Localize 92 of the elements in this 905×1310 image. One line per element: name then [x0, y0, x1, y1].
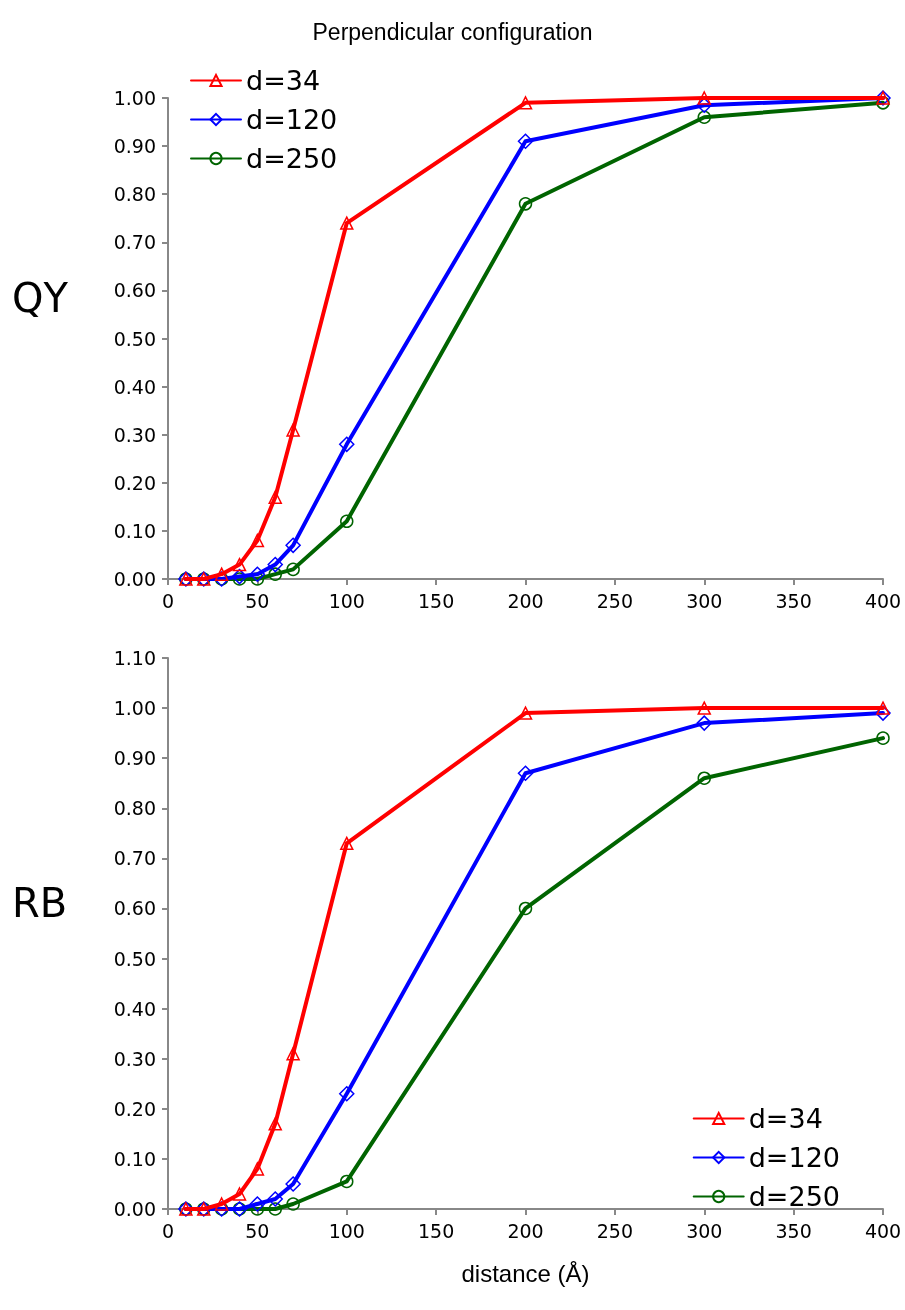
point	[232, 557, 247, 572]
point	[232, 1187, 247, 1201]
x-tick-label: 300	[686, 1219, 723, 1242]
y-tick-label: 0.70	[113, 847, 156, 870]
x-tick-label: 250	[596, 1219, 634, 1242]
y-axis-title: RB	[12, 880, 68, 926]
x-tick-label: 100	[328, 589, 365, 612]
point	[286, 1046, 300, 1061]
x-tick-label: 350	[775, 589, 812, 612]
y-tick-label: 0.00	[113, 568, 156, 590]
y-tick-label: 0.80	[113, 183, 156, 206]
point	[697, 771, 711, 785]
point	[286, 423, 300, 437]
point	[285, 537, 301, 554]
y-tick-label: 0.40	[113, 997, 156, 1020]
y-tick-label: 0.60	[113, 279, 156, 302]
x-tick-label: 150	[417, 589, 455, 612]
legend-label: d=250	[246, 143, 338, 174]
point	[876, 731, 890, 745]
point	[340, 216, 354, 230]
point	[249, 1196, 266, 1212]
point	[267, 556, 283, 573]
y-tick-label: 0.90	[113, 747, 156, 770]
point	[268, 1117, 282, 1131]
x-tick-label: 0	[161, 589, 175, 612]
y-tick-label: 0.00	[113, 1198, 156, 1220]
point	[517, 133, 534, 150]
point	[268, 490, 282, 504]
point	[517, 765, 534, 781]
x-tick-label: 250	[596, 589, 634, 612]
y-tick-label: 0.30	[113, 1047, 156, 1070]
point	[267, 1191, 283, 1207]
x-tick-label: 400	[864, 1219, 902, 1242]
point	[518, 197, 533, 211]
point	[697, 110, 711, 124]
y-tick-label: 0.10	[113, 519, 156, 542]
point	[232, 572, 247, 586]
point	[285, 1176, 301, 1192]
point	[340, 514, 354, 529]
point	[214, 567, 229, 581]
x-tick-label: 50	[245, 589, 270, 612]
legend-label: d=34	[748, 1103, 823, 1134]
x-tick-label: 100	[328, 1219, 365, 1242]
x-tick-label: 200	[507, 589, 544, 612]
point	[250, 1162, 265, 1176]
point	[697, 91, 711, 105]
y-tick-label: 0.50	[113, 327, 156, 350]
y-tick-label: 0.10	[113, 1147, 156, 1170]
y-tick-label: 0.20	[113, 471, 156, 494]
point	[876, 701, 890, 715]
x-tick-label: 400	[864, 589, 902, 612]
y-tick-label: 0.90	[113, 135, 156, 158]
x-tick-label: 50	[245, 1219, 270, 1242]
legend-label: d=120	[748, 1142, 840, 1173]
point	[696, 715, 712, 731]
chart-title: Perpendicular configuration	[312, 18, 593, 45]
x-axis-title: distance (Å)	[461, 1259, 590, 1287]
point	[286, 562, 300, 577]
point	[339, 1086, 355, 1102]
y-tick-label: 1.00	[113, 697, 156, 720]
y-tick-label: 1.10	[113, 647, 156, 669]
point	[518, 901, 533, 916]
y-tick-label: 0.80	[113, 797, 156, 820]
point	[214, 1197, 229, 1211]
x-tick-label: 0	[161, 1219, 175, 1242]
x-tick-label: 300	[686, 589, 723, 612]
point	[268, 567, 282, 581]
y-tick-label: 0.70	[113, 231, 156, 254]
point	[339, 436, 355, 453]
legend-label: d=120	[246, 104, 338, 135]
point	[340, 1174, 354, 1189]
y-tick-label: 0.40	[113, 375, 156, 398]
point	[340, 836, 354, 851]
y-tick-label: 0.60	[113, 897, 156, 920]
point	[286, 1197, 300, 1211]
x-tick-label: 200	[507, 1219, 544, 1242]
point	[697, 701, 711, 715]
point	[231, 568, 248, 585]
legend-label: d=34	[246, 65, 321, 96]
legend-label: d=250	[748, 1181, 840, 1212]
y-tick-label: 0.50	[113, 947, 156, 970]
point	[518, 96, 533, 110]
point	[250, 533, 265, 548]
y-tick-label: 0.30	[113, 423, 156, 446]
x-tick-label: 150	[417, 1219, 455, 1242]
y-tick-label: 0.20	[113, 1097, 156, 1120]
y-tick-label: 1.00	[113, 87, 156, 109]
point	[249, 566, 266, 582]
point	[518, 706, 533, 720]
y-axis-title: QY	[12, 275, 69, 321]
x-tick-label: 350	[775, 1219, 812, 1242]
point	[268, 1202, 282, 1216]
